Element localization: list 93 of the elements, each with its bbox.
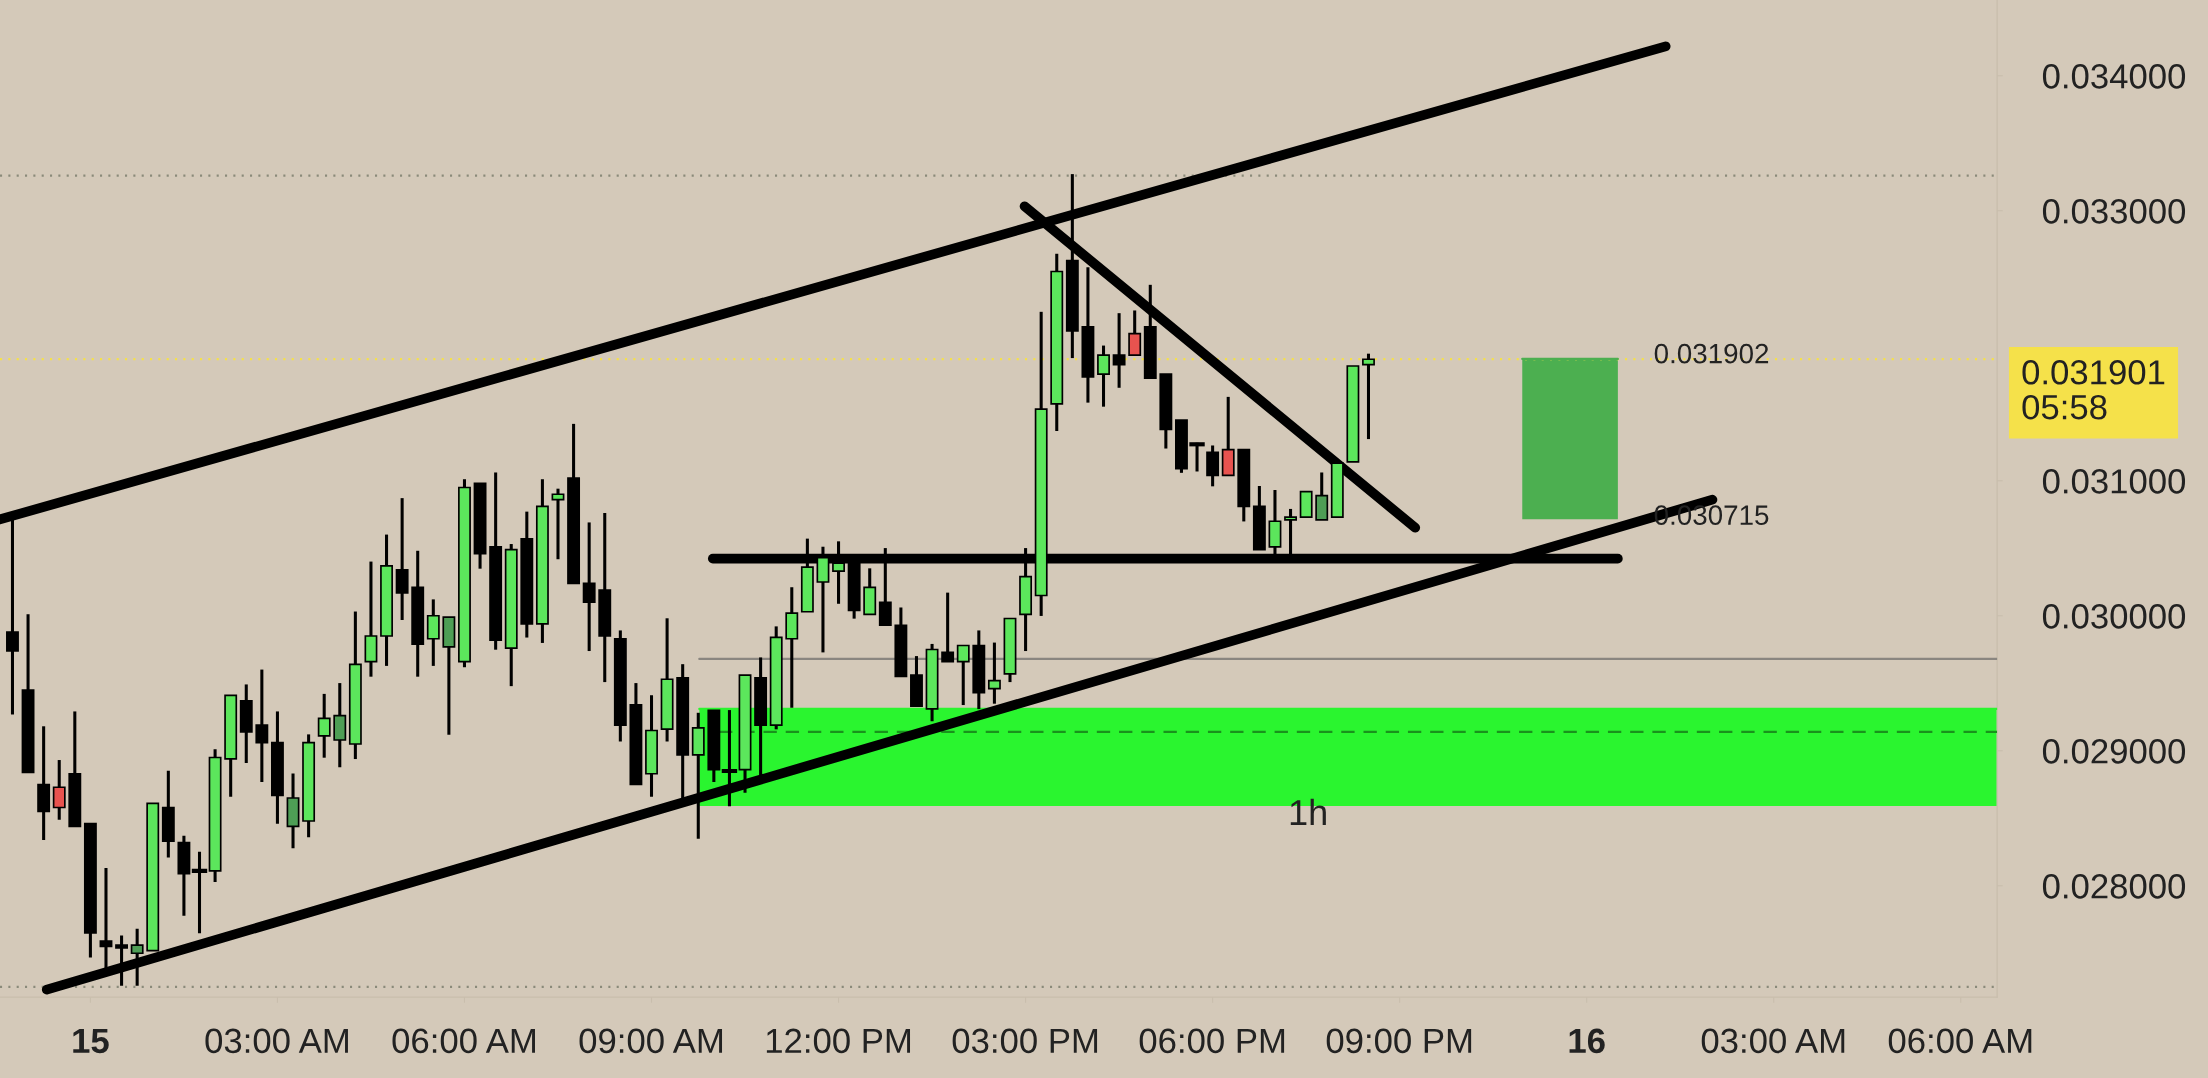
- candlestick: [115, 935, 129, 986]
- y-tick-label: 0.028000: [2042, 874, 2186, 899]
- candlestick: [380, 534, 393, 666]
- candlestick: [1221, 396, 1235, 477]
- candlestick: [161, 770, 175, 858]
- candlestick: [286, 773, 300, 849]
- candlestick: [676, 664, 690, 801]
- candlestick: [1362, 353, 1375, 440]
- x-tick-label: 06:00 AM: [392, 1028, 535, 1054]
- candlestick: [52, 760, 66, 820]
- candlestick: [146, 802, 160, 952]
- y-tick-label: 0.029000: [2042, 739, 2186, 764]
- x-tick-label: 03:00 AM: [205, 1028, 348, 1054]
- candlestick: [754, 657, 768, 778]
- candlestick: [691, 712, 705, 839]
- x-tick-label: 06:00 PM: [1139, 1028, 1285, 1054]
- candlestick: [1128, 310, 1142, 357]
- annotation: 1h: [1290, 798, 1326, 826]
- candlestick: [21, 614, 35, 774]
- y-tick-label: 0.030000: [2042, 604, 2186, 629]
- candlestick: [239, 684, 253, 764]
- candlestick: [68, 711, 82, 828]
- candlestick: [224, 694, 238, 797]
- candlestick: [411, 550, 425, 677]
- x-tick-label: 09:00 AM: [579, 1028, 723, 1054]
- candlestick: [520, 511, 534, 638]
- candlestick: [1143, 284, 1157, 379]
- candlestick: [613, 630, 627, 742]
- candlestick: [1315, 472, 1329, 521]
- candlestick: [1299, 490, 1313, 519]
- candlestick: [894, 607, 908, 678]
- candlestick: [1081, 267, 1095, 403]
- x-tick-label: 09:00 PM: [1326, 1028, 1472, 1054]
- candlestick: [177, 835, 191, 916]
- candlestick: [629, 683, 643, 786]
- candlestick: [551, 488, 565, 560]
- candlestick: [333, 683, 347, 768]
- x-tick-label: 03:00 AM: [1701, 1028, 1845, 1054]
- candlestick: [99, 868, 113, 971]
- candlestick: [910, 656, 923, 708]
- candlestick: [738, 674, 752, 793]
- candlestick: [317, 693, 331, 758]
- x-tick-label: 06:00 AM: [1888, 1028, 2032, 1054]
- candlestick: [925, 643, 939, 722]
- candlestick: [535, 479, 549, 643]
- y-tick-label: 0.033000: [2042, 199, 2186, 224]
- candlestick: [567, 423, 581, 585]
- x-tick-label: 03:00 PM: [952, 1028, 1098, 1054]
- candlestick: [956, 644, 970, 706]
- candlestick: [1112, 313, 1126, 388]
- candlestick: [769, 626, 783, 730]
- candlestick: [270, 711, 284, 824]
- y-tick-label: 0.034000: [2042, 64, 2186, 89]
- y-tick-label: 0.031000: [2042, 469, 2186, 494]
- candlestick: [1346, 365, 1360, 463]
- annotation: 0.031902: [1654, 343, 1769, 364]
- candlestick: [395, 498, 409, 620]
- candlestick: [972, 630, 986, 710]
- candlestick: [458, 479, 471, 668]
- x-tick-label: 12:00 PM: [766, 1028, 911, 1054]
- candlestick: [941, 592, 955, 663]
- candlestick: [208, 749, 222, 882]
- candlestick: [442, 616, 456, 735]
- candlestick: [987, 642, 1001, 704]
- candlestick: [582, 522, 596, 652]
- candlestick: [1237, 448, 1251, 522]
- x-tick-label: 15: [73, 1028, 109, 1054]
- candlestick: [504, 544, 518, 687]
- candlestick: [1206, 445, 1220, 487]
- candlestick: [785, 587, 799, 708]
- candlestick: [707, 709, 721, 782]
- candlestick: [863, 568, 877, 616]
- candlestick: [1330, 462, 1344, 519]
- candlestick: [1003, 617, 1017, 683]
- candlestick: [1159, 373, 1173, 449]
- candlestick: [83, 822, 97, 958]
- candlestick: [364, 561, 378, 677]
- x-tick-label: 16: [1569, 1028, 1605, 1054]
- candlestick: [302, 734, 316, 838]
- candlestick: [473, 482, 487, 569]
- candlestick: [1252, 485, 1266, 551]
- candlestick: [598, 512, 612, 683]
- candlestick: [660, 618, 674, 742]
- candlestick: [1050, 253, 1064, 431]
- candlestick: [37, 726, 51, 841]
- candlestick: [130, 928, 144, 986]
- candlestick: [426, 599, 440, 666]
- ref-line-label: 0.031901 05:58: [2022, 360, 2165, 420]
- candlestick: [489, 472, 503, 650]
- candlestick: [255, 669, 269, 782]
- candlestick: [348, 611, 362, 760]
- candlestick: [1097, 345, 1110, 407]
- candlestick: [645, 695, 658, 797]
